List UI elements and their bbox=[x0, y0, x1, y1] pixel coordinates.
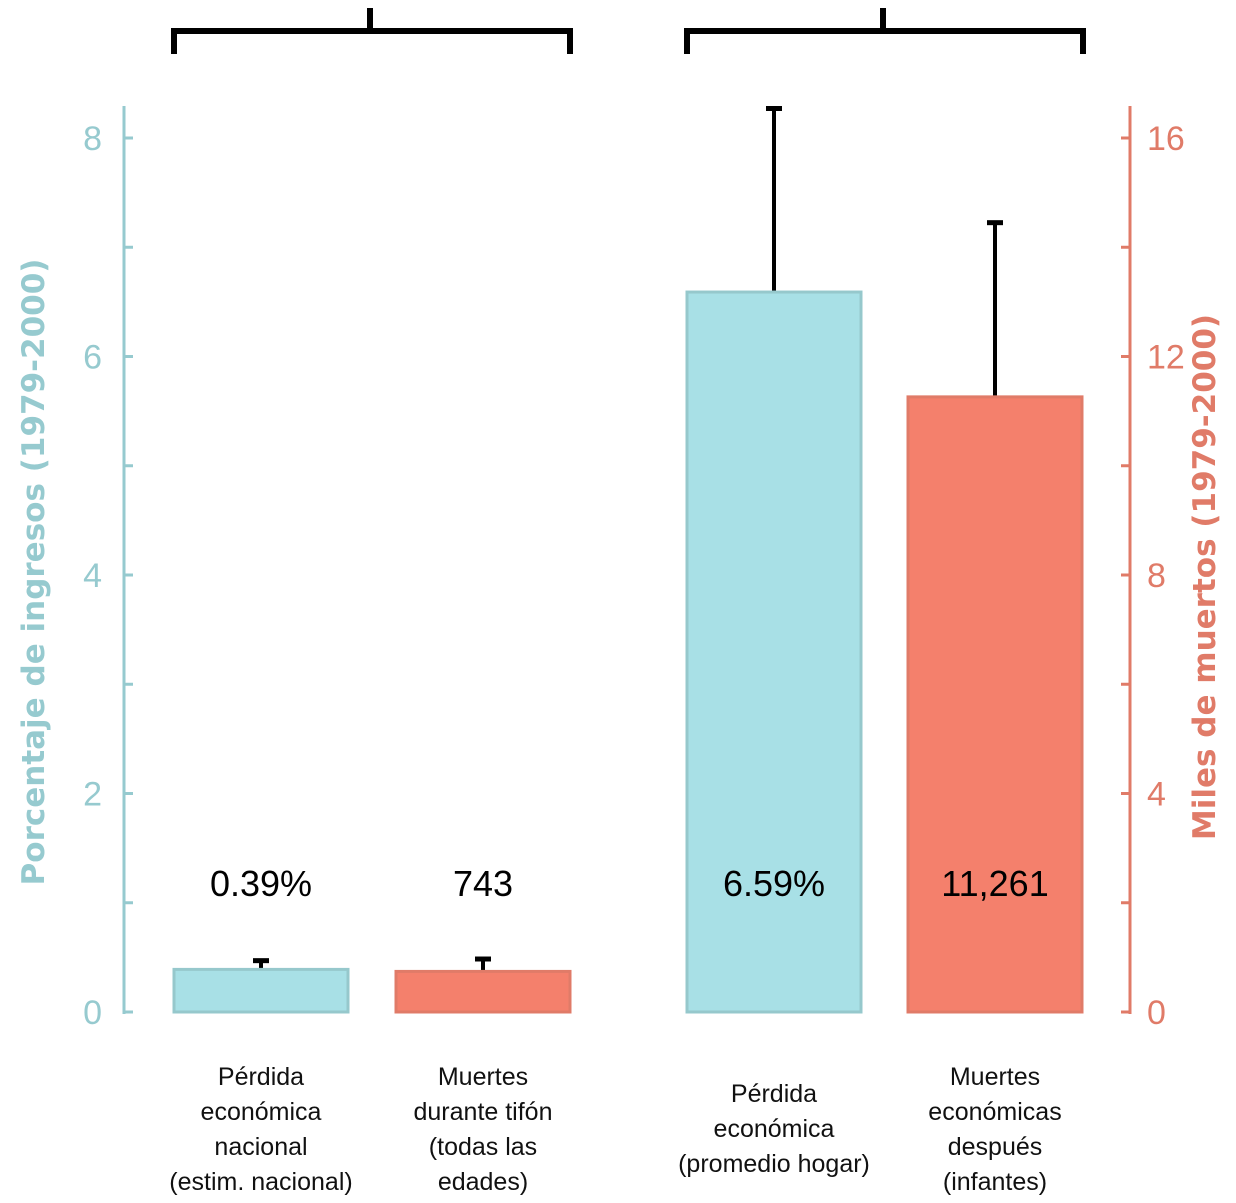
category-labels-layer: Pérdida económica nacional (estim. nacional… bbox=[169, 1063, 1061, 1196]
left-tick-label: 0 bbox=[83, 994, 102, 1032]
right-tick-label: 4 bbox=[1147, 776, 1166, 814]
category-label-line: económica bbox=[201, 1098, 322, 1126]
category-label-line: (todas las bbox=[429, 1133, 537, 1161]
bar-value-label: 6.59% bbox=[723, 863, 825, 904]
category-label-line: Pérdida bbox=[731, 1080, 817, 1108]
category-label-line: después bbox=[948, 1133, 1043, 1161]
bar-value-label: 0.39% bbox=[210, 863, 312, 904]
bar bbox=[394, 969, 572, 1014]
right-tick-label: 12 bbox=[1147, 339, 1185, 377]
category-label: Pérdida económica (promedio hogar) bbox=[678, 1080, 870, 1178]
left-tick-label: 2 bbox=[83, 776, 102, 814]
category-label-line: (promedio hogar) bbox=[678, 1150, 870, 1178]
bar bbox=[685, 290, 863, 1014]
category-label-line: durante tifón bbox=[414, 1098, 553, 1126]
group-bracket bbox=[684, 8, 1086, 54]
category-label-line: (infantes) bbox=[943, 1168, 1047, 1196]
right-tick-label: 0 bbox=[1147, 994, 1166, 1032]
left-y-axis: 0 2 4 6 8 Porcentaje de ingresos (1979-2000) bbox=[16, 106, 133, 1032]
right-tick-label: 8 bbox=[1147, 557, 1166, 595]
category-label-line: Muertes bbox=[950, 1063, 1040, 1091]
category-label-line: edades) bbox=[438, 1168, 528, 1196]
category-label-line: económicas bbox=[928, 1098, 1061, 1126]
category-label: Pérdida económica nacional (estim. nacional… bbox=[169, 1063, 352, 1196]
right-tick-label: 16 bbox=[1147, 120, 1185, 158]
left-tick-label: 4 bbox=[83, 557, 102, 595]
category-label-line: Muertes bbox=[438, 1063, 528, 1091]
right-axis-title: Miles de muertos (1979-2000) bbox=[1187, 314, 1223, 840]
left-axis-title: Porcentaje de ingresos (1979-2000) bbox=[16, 259, 52, 886]
left-tick-label: 8 bbox=[83, 120, 102, 158]
category-label-line: económica bbox=[714, 1115, 835, 1143]
left-tick-label: 6 bbox=[83, 339, 102, 377]
bar bbox=[172, 967, 350, 1014]
category-label-line: (estim. nacional) bbox=[169, 1168, 352, 1196]
bars-layer: 0.39% 743 6.59% 11,261 bbox=[172, 106, 1084, 1014]
right-y-axis: 0 4 8 12 16 Miles de muertos (1979-2000) bbox=[1121, 106, 1223, 1032]
bar-value-label: 743 bbox=[453, 863, 513, 904]
category-label-line: nacional bbox=[214, 1133, 307, 1161]
group-bracket bbox=[171, 8, 573, 54]
bar-value-label: 11,261 bbox=[941, 863, 1048, 904]
bar bbox=[906, 395, 1084, 1014]
category-label: Muertes durante tifón (todas las edades) bbox=[414, 1063, 553, 1196]
group-brackets bbox=[171, 8, 1086, 54]
category-label-line: Pérdida bbox=[218, 1063, 304, 1091]
category-label: Muertes económicas después (infantes) bbox=[928, 1063, 1061, 1196]
